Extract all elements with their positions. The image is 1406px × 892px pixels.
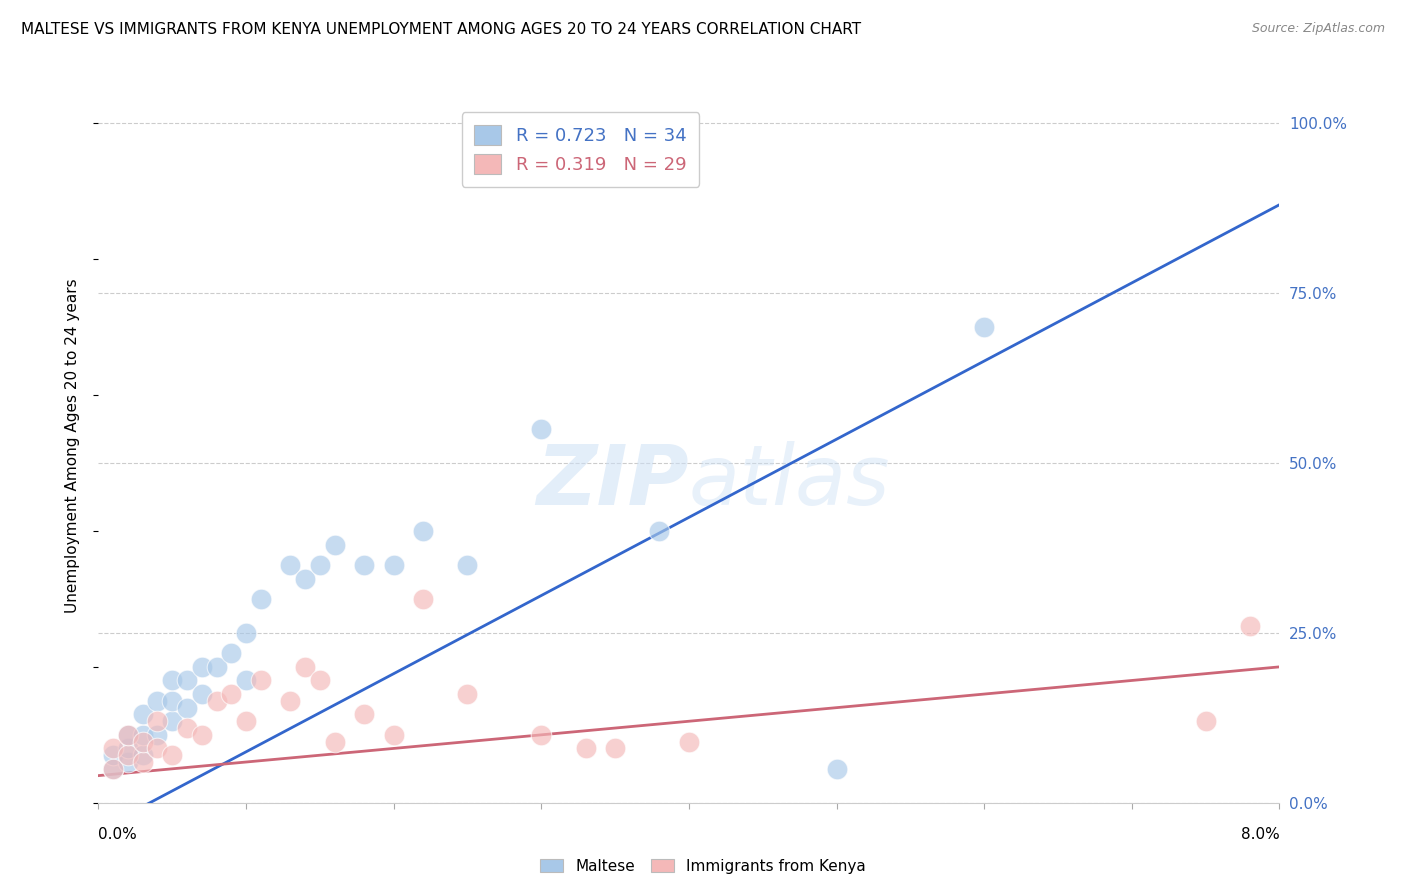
Point <box>146 728 169 742</box>
Text: 8.0%: 8.0% <box>1240 827 1279 841</box>
Point <box>530 422 553 436</box>
Point <box>1239 619 1261 633</box>
Point <box>103 762 125 776</box>
Point <box>530 728 553 742</box>
Point <box>308 558 332 572</box>
Point <box>103 741 125 756</box>
Point <box>323 537 346 551</box>
Point <box>353 707 375 722</box>
Point <box>132 748 155 763</box>
Point <box>162 748 183 763</box>
Point <box>456 687 478 701</box>
Point <box>176 721 198 735</box>
Point <box>294 660 316 674</box>
Point <box>191 728 214 742</box>
Point <box>117 728 139 742</box>
Point <box>191 687 214 701</box>
Point <box>235 673 257 688</box>
Point <box>146 714 169 729</box>
Text: Source: ZipAtlas.com: Source: ZipAtlas.com <box>1251 22 1385 36</box>
Point <box>382 728 405 742</box>
Point <box>132 707 155 722</box>
Point <box>132 755 155 769</box>
Point <box>678 734 700 748</box>
Point <box>235 626 257 640</box>
Point <box>648 524 671 538</box>
Point <box>117 748 139 763</box>
Point <box>412 591 434 606</box>
Point <box>412 524 434 538</box>
Text: ZIP: ZIP <box>536 442 689 522</box>
Text: atlas: atlas <box>689 442 890 522</box>
Point <box>323 734 346 748</box>
Point <box>278 694 302 708</box>
Point <box>250 591 273 606</box>
Legend: R = 0.723   N = 34, R = 0.319   N = 29: R = 0.723 N = 34, R = 0.319 N = 29 <box>461 112 699 186</box>
Point <box>1194 714 1216 729</box>
Point <box>278 558 302 572</box>
Point <box>294 572 316 586</box>
Point <box>205 694 228 708</box>
Point <box>382 558 405 572</box>
Point <box>219 646 242 660</box>
Point <box>219 687 242 701</box>
Point <box>605 741 627 756</box>
Point <box>117 755 139 769</box>
Point <box>308 673 332 688</box>
Point <box>973 320 995 334</box>
Point <box>176 673 198 688</box>
Point <box>205 660 228 674</box>
Point <box>162 694 183 708</box>
Point <box>250 673 273 688</box>
Point <box>456 558 478 572</box>
Point <box>191 660 214 674</box>
Point <box>103 762 125 776</box>
Point <box>146 694 169 708</box>
Point <box>146 741 169 756</box>
Point <box>117 728 139 742</box>
Point <box>825 762 848 776</box>
Legend: Maltese, Immigrants from Kenya: Maltese, Immigrants from Kenya <box>534 853 872 880</box>
Point <box>162 714 183 729</box>
Point <box>162 673 183 688</box>
Point <box>176 700 198 714</box>
Point <box>117 741 139 756</box>
Point <box>132 734 155 748</box>
Point <box>103 748 125 763</box>
Point <box>353 558 375 572</box>
Y-axis label: Unemployment Among Ages 20 to 24 years: Unemployment Among Ages 20 to 24 years <box>65 278 80 614</box>
Point <box>132 728 155 742</box>
Point <box>235 714 257 729</box>
Point <box>574 741 596 756</box>
Text: MALTESE VS IMMIGRANTS FROM KENYA UNEMPLOYMENT AMONG AGES 20 TO 24 YEARS CORRELAT: MALTESE VS IMMIGRANTS FROM KENYA UNEMPLO… <box>21 22 862 37</box>
Text: 0.0%: 0.0% <box>98 827 138 841</box>
